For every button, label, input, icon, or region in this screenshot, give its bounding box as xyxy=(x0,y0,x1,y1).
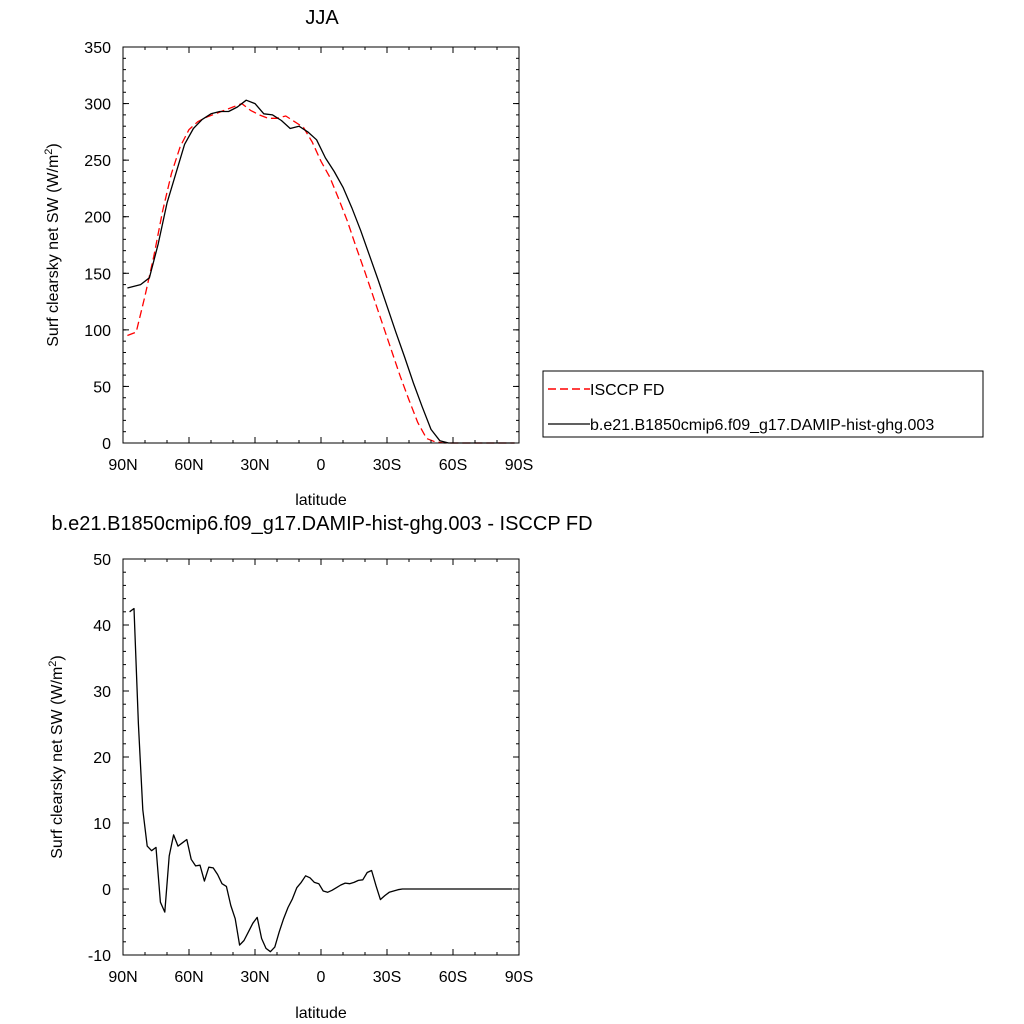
top-y-tick-label: 100 xyxy=(84,323,111,340)
bottom-y-tick-label: 30 xyxy=(93,684,111,701)
top-y-tick-label: 200 xyxy=(84,210,111,227)
legend: ISCCP FD b.e21.B1850cmip6.f09_g17.DAMIP-… xyxy=(542,370,984,438)
bottom-chart-title: b.e21.B1850cmip6.f09_g17.DAMIP-hist-ghg.… xyxy=(51,513,592,535)
top-series-line-1 xyxy=(127,102,515,444)
bottom-x-tick-label: 90N xyxy=(108,969,137,986)
top-y-tick-label: 0 xyxy=(102,436,111,453)
bottom-axis-ticks: 90N 60N 30N 0 30S 60S 90S -10 0 10 20 30 40 50 xyxy=(88,552,533,986)
bottom-x-tick-label: 90S xyxy=(505,969,533,986)
top-x-tick-label: 60S xyxy=(439,457,467,474)
legend-label-isccp: ISCCP FD xyxy=(590,382,664,399)
legend-box xyxy=(542,370,984,438)
top-axis-ticks: 90N 60N 30N 0 30S 60S 90S 0 50 100 150 200 250 300 350 xyxy=(84,40,533,474)
bottom-panel: b.e21.B1850cmip6.f09_g17.DAMIP-hist-ghg.… xyxy=(47,513,593,1022)
top-panel: JJA 90N 60N 30N 0 30S 60S 90S 0 50 100 150 200 250 30… xyxy=(43,7,533,509)
top-y-tick-label: 300 xyxy=(84,97,111,114)
bottom-x-axis-label: latitude xyxy=(295,1005,347,1022)
bottom-plot-frame xyxy=(122,558,520,956)
bottom-x-tick-label: 30S xyxy=(373,969,401,986)
legend-label-model: b.e21.B1850cmip6.f09_g17.DAMIP-hist-ghg.… xyxy=(590,417,934,434)
bottom-y-tick-label: 50 xyxy=(93,552,111,569)
top-x-tick-label: 90S xyxy=(505,457,533,474)
top-x-tick-label: 60N xyxy=(174,457,203,474)
top-x-tick-label: 30S xyxy=(373,457,401,474)
bottom-y-tick-label: 40 xyxy=(93,618,111,635)
top-series-line-2 xyxy=(127,99,515,444)
bottom-y-tick-label: 10 xyxy=(93,816,111,833)
top-y-axis-label: Surf clearsky net SW (W/m2) xyxy=(43,143,62,346)
top-plot-frame xyxy=(122,46,520,444)
top-x-tick-label: 90N xyxy=(108,457,137,474)
bottom-x-tick-label: 0 xyxy=(317,969,326,986)
top-x-tick-label: 30N xyxy=(240,457,269,474)
bottom-y-tick-label: 20 xyxy=(93,750,111,767)
top-y-tick-label: 50 xyxy=(93,379,111,396)
bottom-series-group xyxy=(129,607,513,953)
bottom-x-tick-label: 30N xyxy=(240,969,269,986)
bottom-y-axis-label: Surf clearsky net SW (W/m2) xyxy=(47,655,66,858)
top-x-tick-label: 0 xyxy=(317,457,326,474)
top-chart-title: JJA xyxy=(305,7,339,29)
top-y-tick-label: 350 xyxy=(84,40,111,57)
bottom-x-tick-label: 60N xyxy=(174,969,203,986)
top-series-group xyxy=(127,99,515,444)
bottom-y-tick-label: -10 xyxy=(88,948,111,965)
top-y-tick-label: 150 xyxy=(84,266,111,283)
bottom-y-tick-label: 0 xyxy=(102,882,111,899)
bottom-series-line-1 xyxy=(129,607,513,953)
top-y-tick-label: 250 xyxy=(84,153,111,170)
top-x-axis-label: latitude xyxy=(295,492,347,509)
bottom-x-tick-label: 60S xyxy=(439,969,467,986)
